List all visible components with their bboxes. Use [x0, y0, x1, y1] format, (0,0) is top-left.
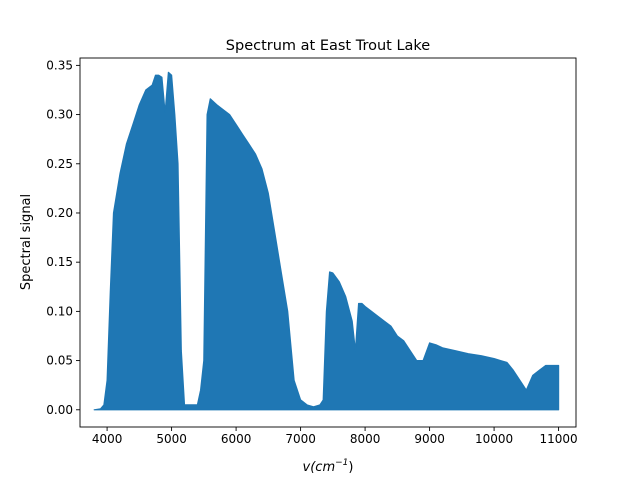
data-layer — [93, 71, 560, 411]
y-tick-label: 0.05 — [46, 354, 73, 368]
x-tick-label: 9000 — [414, 432, 445, 446]
y-tick-label: 0.30 — [46, 108, 73, 122]
x-tick-label: 6000 — [221, 432, 252, 446]
x-axis-label-base: v(cm — [303, 460, 336, 475]
x-tick-label: 5000 — [156, 432, 187, 446]
y-tick-label: 0.25 — [46, 157, 73, 171]
axes-frame — [79, 57, 577, 428]
y-axis-ticks: 0.00 0.05 0.10 0.15 0.20 0.25 0.30 0.35 — [46, 58, 80, 417]
x-axis-ticks: 4000 5000 6000 7000 8000 9000 10000 11000 — [92, 427, 578, 446]
y-tick-label: 0.20 — [46, 206, 73, 220]
y-axis-label: Spectral signal — [19, 194, 34, 290]
x-tick-label: 8000 — [350, 432, 381, 446]
y-tick-label: 0.00 — [46, 403, 73, 417]
x-tick-label: 4000 — [92, 432, 123, 446]
x-axis-label-close: ) — [348, 460, 353, 475]
x-tick-label: 11000 — [539, 432, 577, 446]
x-tick-label: 7000 — [285, 432, 316, 446]
x-axis-label-exponent: −1 — [335, 458, 348, 468]
y-tick-label: 0.35 — [46, 58, 73, 72]
y-tick-label: 0.10 — [46, 304, 73, 318]
plot-area — [79, 57, 577, 428]
x-tick-label: 10000 — [475, 432, 513, 446]
y-tick-label: 0.15 — [46, 255, 73, 269]
spectrum-series — [93, 71, 560, 411]
chart-title: Spectrum at East Trout Lake — [226, 38, 431, 54]
x-axis-label: v(cm−1) — [303, 458, 354, 475]
